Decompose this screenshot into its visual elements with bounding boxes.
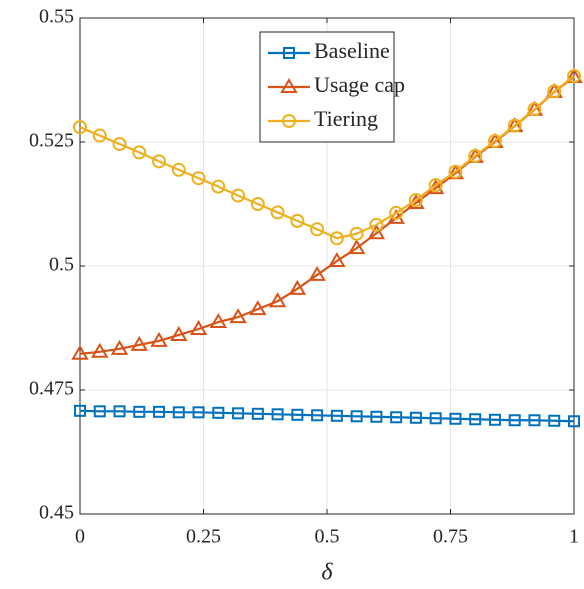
marker (282, 114, 296, 128)
marker (231, 188, 246, 203)
marker (507, 118, 522, 133)
marker (232, 407, 245, 420)
marker (249, 300, 267, 316)
series (73, 69, 581, 246)
marker (91, 342, 109, 358)
y-tick-label: 0.525 (29, 130, 74, 152)
marker (211, 179, 226, 194)
marker (133, 405, 146, 418)
marker (528, 414, 541, 427)
marker (171, 162, 186, 177)
marker (132, 145, 147, 160)
y-tick-label: 0.45 (39, 502, 74, 524)
marker (468, 148, 483, 163)
marker (369, 217, 384, 232)
marker (547, 84, 562, 99)
marker (428, 178, 443, 193)
marker (152, 154, 167, 169)
legend-label: Usage cap (314, 72, 405, 97)
marker (290, 213, 305, 228)
marker (93, 405, 106, 418)
marker (280, 78, 298, 93)
marker (548, 414, 561, 427)
marker (229, 308, 247, 324)
marker (508, 414, 521, 427)
marker (74, 404, 86, 417)
marker (567, 69, 581, 84)
marker (367, 224, 386, 240)
marker (191, 171, 206, 186)
x-axis-label: δ (321, 560, 333, 586)
x-tick-label: 0.25 (186, 526, 221, 548)
marker (283, 47, 295, 59)
marker (389, 205, 404, 220)
marker (409, 411, 422, 424)
y-tick-label: 0.475 (29, 378, 74, 400)
legend: Baseline Usage cap Tiering (259, 31, 405, 143)
marker (408, 193, 423, 208)
y-tick-label: 0.55 (39, 6, 74, 28)
marker (251, 407, 264, 420)
y-tick-label: 0.5 (49, 254, 74, 276)
marker (330, 409, 343, 422)
marker (487, 134, 502, 149)
marker (71, 344, 89, 360)
x-tick-label: 0 (75, 526, 85, 548)
marker (271, 408, 284, 421)
plot-frame (79, 17, 575, 515)
marker (150, 331, 168, 347)
marker (92, 128, 107, 143)
marker (192, 406, 205, 419)
marker (172, 406, 185, 419)
marker (311, 409, 324, 422)
marker (288, 279, 307, 295)
marker (73, 120, 87, 135)
marker (112, 136, 127, 151)
x-tick-label: 0.75 (433, 526, 468, 548)
marker (291, 408, 304, 421)
marker (153, 405, 166, 418)
marker (270, 205, 285, 220)
marker (130, 335, 149, 351)
marker (469, 413, 482, 426)
marker (448, 164, 463, 179)
marker (110, 339, 129, 355)
line (79, 75, 575, 240)
marker (268, 292, 287, 308)
marker (189, 320, 208, 335)
series (74, 404, 580, 428)
marker (329, 231, 344, 246)
marker (209, 313, 228, 329)
marker (568, 415, 580, 428)
x-tick-label: 1 (569, 526, 579, 548)
marker (170, 325, 188, 341)
marker (310, 222, 325, 237)
marker (527, 102, 542, 117)
x-tick-label: 0.5 (315, 526, 340, 548)
legend-label: Baseline (314, 38, 390, 63)
marker (347, 239, 366, 255)
marker (449, 412, 462, 425)
marker (328, 252, 346, 268)
marker (308, 265, 326, 281)
marker (250, 197, 265, 211)
marker (212, 406, 225, 419)
marker (488, 413, 501, 426)
marker (349, 226, 364, 241)
marker (429, 412, 442, 425)
legend-label: Tiering (314, 106, 378, 131)
marker (370, 410, 383, 423)
marker (390, 411, 403, 424)
marker (350, 410, 363, 423)
marker (113, 405, 126, 418)
line (79, 409, 575, 423)
